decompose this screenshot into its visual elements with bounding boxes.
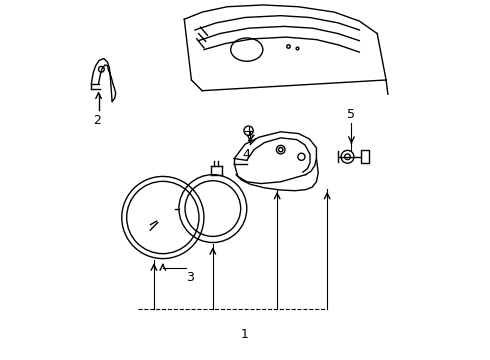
Text: 5: 5 (347, 108, 355, 121)
Text: 2: 2 (93, 114, 100, 127)
Text: 3: 3 (186, 271, 194, 284)
Text: 4: 4 (243, 148, 251, 161)
Text: 1: 1 (241, 328, 249, 341)
